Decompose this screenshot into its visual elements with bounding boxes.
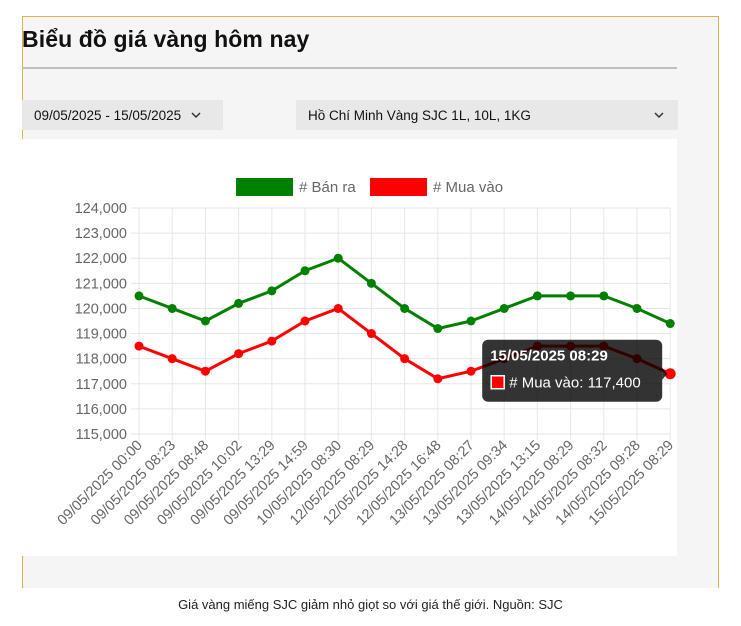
chevron-down-icon bbox=[191, 112, 201, 119]
figure-caption: Giá vàng miếng SJC giảm nhỏ giọt so với … bbox=[178, 597, 563, 612]
tooltip-swatch bbox=[490, 374, 505, 390]
tooltip-title: 15/05/2025 08:29 bbox=[490, 348, 608, 365]
legend-label: # Bán ra bbox=[299, 179, 356, 196]
hovered-point bbox=[664, 368, 676, 380]
data-point bbox=[300, 316, 310, 326]
y-tick-label: 116,000 bbox=[76, 402, 127, 418]
y-tick-label: 123,000 bbox=[75, 226, 127, 242]
data-point bbox=[632, 303, 642, 313]
data-point bbox=[400, 303, 410, 313]
y-tick-label: 120,000 bbox=[75, 301, 127, 317]
data-point bbox=[499, 303, 509, 313]
y-tick-label: 117,000 bbox=[76, 377, 127, 393]
data-point bbox=[134, 341, 144, 351]
data-point bbox=[267, 336, 277, 346]
data-point bbox=[167, 354, 177, 364]
data-point bbox=[466, 316, 476, 326]
legend-swatch bbox=[236, 178, 293, 196]
data-point bbox=[300, 266, 310, 276]
data-point bbox=[234, 298, 244, 308]
legend-label: # Mua vào bbox=[433, 179, 503, 196]
data-point bbox=[366, 278, 376, 288]
price-line-chart: 124,000 123,000 122,000 121,000 120,000 119,0… bbox=[55, 178, 677, 529]
data-point bbox=[566, 291, 576, 301]
date-range-value: 09/05/2025 - 15/05/2025 bbox=[34, 107, 182, 123]
chevron-down-icon bbox=[654, 112, 664, 119]
data-point bbox=[366, 329, 376, 339]
data-point bbox=[267, 286, 277, 296]
data-point bbox=[167, 303, 177, 313]
y-tick-label: 115,000 bbox=[76, 427, 127, 443]
legend-swatch bbox=[370, 178, 427, 196]
data-point bbox=[433, 374, 443, 384]
y-tick-label: 122,000 bbox=[75, 251, 127, 267]
y-tick-label: 121,000 bbox=[75, 276, 127, 292]
page-title: Biểu đồ giá vàng hôm nay bbox=[22, 26, 310, 52]
tooltip-label: # Mua vào: 117,400 bbox=[509, 375, 640, 392]
data-point bbox=[134, 291, 144, 301]
y-tick-label: 119,000 bbox=[76, 327, 127, 343]
data-point bbox=[433, 324, 443, 334]
data-point bbox=[599, 291, 609, 301]
data-point bbox=[200, 366, 210, 376]
location-value: Hồ Chí Minh Vàng SJC 1L, 10L, 1KG bbox=[308, 107, 531, 123]
location-select[interactable]: Hồ Chí Minh Vàng SJC 1L, 10L, 1KG bbox=[296, 100, 678, 130]
data-point bbox=[234, 349, 244, 359]
data-point bbox=[532, 291, 542, 301]
tooltip-caret bbox=[662, 367, 668, 380]
y-tick-label: 124,000 bbox=[75, 201, 127, 217]
data-point bbox=[665, 319, 675, 329]
data-point bbox=[466, 366, 476, 376]
y-tick-label: 118,000 bbox=[76, 352, 127, 368]
data-point bbox=[200, 316, 210, 326]
data-point bbox=[333, 253, 343, 263]
title-divider bbox=[22, 67, 677, 69]
data-point bbox=[333, 303, 343, 313]
data-point bbox=[400, 354, 410, 364]
chart-area: 124,000 123,000 122,000 121,000 120,000 119,0… bbox=[22, 139, 677, 556]
tooltip-box bbox=[482, 339, 663, 402]
date-range-select[interactable]: 09/05/2025 - 15/05/2025 bbox=[22, 100, 223, 130]
